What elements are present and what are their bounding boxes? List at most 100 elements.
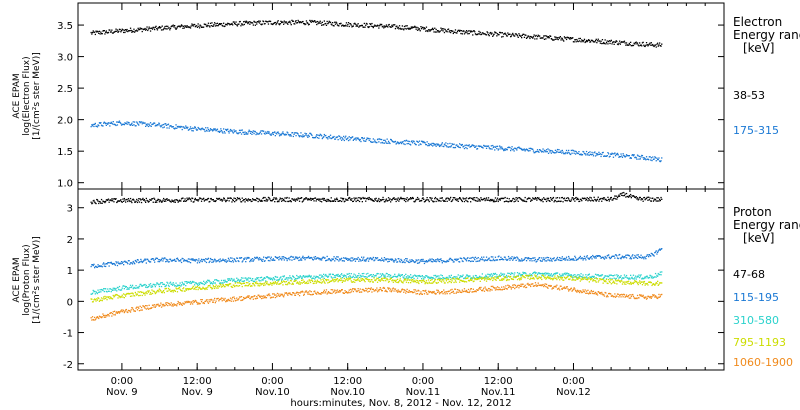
data-point bbox=[574, 39, 576, 41]
data-point bbox=[200, 197, 202, 200]
data-point bbox=[421, 140, 423, 143]
data-point bbox=[98, 265, 101, 267]
data-point bbox=[251, 279, 253, 281]
data-point bbox=[306, 21, 308, 24]
data-point bbox=[118, 295, 121, 298]
data-point bbox=[116, 264, 119, 267]
data-point bbox=[405, 200, 407, 203]
data-point bbox=[252, 283, 254, 285]
data-point bbox=[386, 25, 388, 28]
data-point bbox=[238, 21, 241, 23]
data-point bbox=[274, 256, 276, 258]
data-point bbox=[270, 23, 272, 25]
data-point bbox=[350, 199, 352, 201]
data-point bbox=[353, 138, 355, 140]
data-point bbox=[216, 129, 218, 131]
electron-data-points bbox=[90, 19, 663, 163]
data-point bbox=[385, 199, 387, 201]
data-point bbox=[307, 136, 309, 138]
data-point bbox=[98, 32, 100, 34]
data-point bbox=[369, 138, 371, 140]
data-point bbox=[344, 257, 346, 259]
data-point bbox=[275, 132, 277, 134]
data-point bbox=[462, 260, 464, 263]
data-point bbox=[540, 150, 542, 152]
data-point bbox=[539, 35, 541, 37]
data-point bbox=[607, 254, 609, 257]
data-point bbox=[490, 31, 492, 34]
data-point bbox=[494, 256, 497, 258]
data-point bbox=[354, 197, 357, 199]
data-point bbox=[530, 258, 532, 260]
data-point bbox=[196, 26, 199, 28]
data-point bbox=[644, 276, 646, 278]
data-point bbox=[476, 278, 479, 281]
data-point bbox=[440, 258, 442, 260]
data-point bbox=[413, 277, 415, 280]
data-point bbox=[417, 141, 419, 143]
data-point bbox=[228, 132, 230, 134]
data-point bbox=[169, 258, 172, 260]
data-point bbox=[539, 149, 541, 151]
data-point bbox=[218, 23, 220, 26]
data-point bbox=[98, 30, 101, 32]
data-point bbox=[398, 279, 401, 282]
data-point bbox=[390, 259, 392, 261]
data-point bbox=[538, 151, 540, 153]
data-point bbox=[392, 24, 394, 26]
data-point bbox=[470, 197, 472, 199]
data-point bbox=[104, 288, 106, 290]
data-point bbox=[601, 39, 604, 41]
data-point bbox=[200, 129, 202, 131]
data-point bbox=[516, 257, 519, 259]
data-point bbox=[407, 260, 409, 262]
data-point bbox=[167, 287, 170, 290]
data-point bbox=[559, 259, 561, 262]
data-point bbox=[360, 198, 362, 200]
data-point bbox=[254, 131, 256, 133]
data-point bbox=[347, 23, 349, 26]
data-point bbox=[427, 260, 429, 263]
data-point bbox=[258, 198, 260, 200]
data-point bbox=[337, 256, 339, 258]
data-point bbox=[644, 158, 646, 160]
data-point bbox=[190, 25, 192, 27]
data-point bbox=[658, 157, 660, 159]
data-point bbox=[331, 280, 333, 282]
data-point bbox=[427, 29, 430, 31]
data-point bbox=[592, 199, 594, 202]
data-point bbox=[100, 265, 102, 267]
data-point bbox=[120, 31, 122, 33]
data-point bbox=[431, 197, 433, 199]
data-point bbox=[608, 156, 610, 158]
data-point bbox=[527, 257, 530, 259]
data-point bbox=[554, 273, 557, 275]
data-point bbox=[269, 20, 272, 23]
data-point bbox=[481, 278, 483, 280]
data-point bbox=[370, 280, 372, 283]
data-point bbox=[634, 196, 636, 198]
data-point bbox=[617, 274, 619, 277]
data-point bbox=[592, 155, 595, 157]
data-point bbox=[427, 30, 429, 33]
data-point bbox=[414, 142, 416, 144]
data-point bbox=[283, 198, 285, 201]
data-point bbox=[352, 276, 354, 278]
data-point bbox=[188, 197, 190, 199]
data-point bbox=[456, 259, 458, 262]
data-point bbox=[431, 278, 433, 281]
data-point bbox=[186, 288, 188, 290]
data-point bbox=[616, 255, 618, 257]
data-point bbox=[172, 24, 174, 26]
data-point bbox=[559, 257, 561, 259]
data-point bbox=[273, 283, 275, 285]
data-point bbox=[632, 195, 634, 197]
data-point bbox=[95, 265, 97, 268]
data-point bbox=[323, 256, 325, 258]
data-point bbox=[394, 281, 397, 283]
data-point bbox=[235, 281, 237, 283]
data-point bbox=[412, 276, 414, 278]
data-point bbox=[303, 281, 305, 283]
data-point bbox=[643, 258, 645, 260]
data-point bbox=[520, 278, 522, 281]
